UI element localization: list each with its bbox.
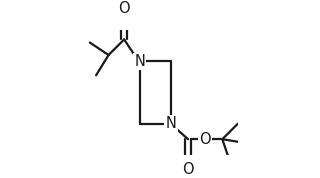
- Text: O: O: [199, 132, 211, 147]
- Text: N: N: [134, 54, 145, 69]
- Text: N: N: [165, 116, 176, 131]
- Text: O: O: [118, 1, 130, 16]
- Text: O: O: [182, 162, 194, 177]
